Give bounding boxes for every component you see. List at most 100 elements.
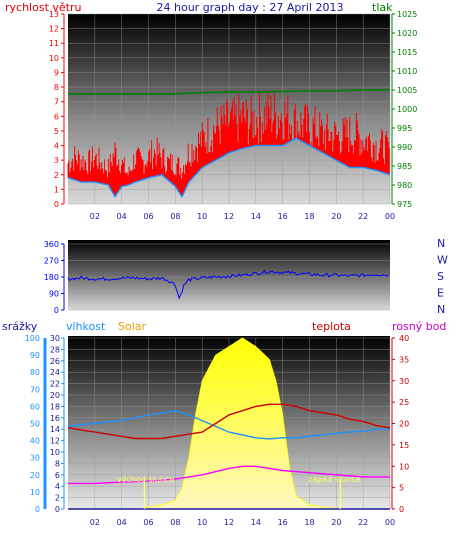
- temperature-line: [67, 403, 391, 440]
- tick-label: 5: [399, 484, 404, 493]
- x-tick-label: 10: [197, 518, 207, 527]
- pressure-axis: 975 980 985 990 995 1000 1005 1010 1015 1020 1025: [391, 10, 417, 209]
- compass-label: N: [437, 303, 445, 316]
- tick-label: 25: [399, 398, 409, 407]
- tick-label: 0: [54, 306, 59, 315]
- tick-label: 3: [54, 156, 59, 165]
- sunrise-label: východ slunce: [117, 475, 174, 484]
- tick-label: 60: [30, 402, 40, 411]
- temperature-axis-title: teplota: [312, 320, 351, 333]
- tick-label: 985: [397, 162, 412, 171]
- tick-label: 70: [30, 385, 40, 394]
- x-tick-label: 14: [251, 212, 261, 221]
- tick-label: 24: [50, 368, 60, 377]
- wind-average-line: [67, 137, 391, 199]
- tick-label: 6: [55, 471, 60, 480]
- tick-label: 1015: [397, 48, 417, 57]
- tick-label: 0: [35, 505, 40, 514]
- tick-label: 50: [30, 420, 40, 429]
- x-tick-label: 00: [385, 518, 395, 527]
- tick-label: 22: [50, 380, 60, 389]
- x-tick-label: 18: [304, 212, 314, 221]
- tick-label: 30: [50, 334, 60, 343]
- x-tick-label: 22: [358, 212, 368, 221]
- tick-label: 12: [49, 25, 59, 34]
- tick-label: 10: [49, 54, 59, 63]
- weather-series: [67, 337, 391, 510]
- tick-label: 6: [54, 112, 59, 121]
- x-tick-label: 16: [278, 212, 288, 221]
- rain-axis-title: srážky: [2, 320, 38, 333]
- tick-label: 28: [50, 345, 60, 354]
- wind-axis-title: rychlost větru: [5, 1, 81, 14]
- tick-label: 16: [50, 414, 60, 423]
- tick-label: 35: [399, 355, 409, 364]
- tick-label: 40: [399, 334, 409, 343]
- pressure-axis-title: tlak: [372, 1, 393, 14]
- tick-label: 0: [54, 200, 59, 209]
- tick-label: 4: [54, 142, 59, 151]
- tick-label: 20: [50, 391, 60, 400]
- tick-label: 8: [54, 83, 59, 92]
- time-axis-top: 02 04 06 08 10 12 14 16 18 20 22 00: [90, 212, 395, 221]
- x-tick-label: 02: [90, 212, 100, 221]
- chart-title: 24 hour graph day : 27 April 2013: [157, 1, 344, 14]
- tick-label: 7: [54, 98, 59, 107]
- tick-label: 20: [399, 420, 409, 429]
- tick-label: 10: [30, 488, 40, 497]
- tick-label: 30: [399, 377, 409, 386]
- tick-label: 2: [54, 171, 59, 180]
- tick-label: 80: [30, 368, 40, 377]
- wind-direction-line: [67, 269, 389, 300]
- tick-label: 15: [399, 441, 409, 450]
- tick-label: 18: [50, 402, 60, 411]
- tick-label: 1010: [397, 67, 417, 76]
- x-tick-label: 08: [170, 518, 180, 527]
- tick-label: 20: [30, 471, 40, 480]
- tick-label: 975: [397, 200, 412, 209]
- x-tick-label: 10: [197, 212, 207, 221]
- tick-label: 1005: [397, 86, 417, 95]
- time-axis-bottom: 02 04 06 08 10 12 14 16 18 20 22 00: [90, 518, 395, 527]
- x-tick-label: 14: [251, 518, 261, 527]
- x-tick-label: 12: [224, 212, 234, 221]
- tick-label: 100: [25, 334, 40, 343]
- wind-direction-series: [67, 269, 389, 300]
- tick-label: 0: [399, 505, 404, 514]
- tick-label: 1025: [397, 10, 417, 19]
- x-tick-label: 00: [385, 212, 395, 221]
- x-tick-label: 02: [90, 518, 100, 527]
- tick-label: 360: [44, 240, 59, 249]
- tick-label: 14: [50, 425, 60, 434]
- dewpoint-axis-title: rosný bod: [392, 320, 446, 333]
- x-tick-label: 06: [143, 518, 153, 527]
- tick-label: 12: [50, 437, 60, 446]
- compass-label: W: [437, 254, 448, 267]
- tick-label: 180: [44, 273, 59, 282]
- tick-label: 10: [399, 462, 409, 471]
- tick-label: 11: [49, 39, 59, 48]
- tick-label: 9: [54, 68, 59, 77]
- tick-label: 13: [49, 10, 59, 19]
- wind-speed-line: [67, 90, 390, 197]
- pressure-line: [68, 89, 390, 95]
- compass-label: S: [437, 270, 444, 283]
- wind-direction-plot-area: [68, 240, 390, 310]
- humidity-axis-title: vlhkost: [66, 320, 106, 333]
- compass-label: E: [437, 287, 444, 300]
- humidity-line: [67, 410, 390, 440]
- tick-label: 1020: [397, 29, 417, 38]
- tick-label: 90: [49, 290, 59, 299]
- x-tick-label: 18: [304, 518, 314, 527]
- tick-label: 0: [55, 505, 60, 514]
- tick-label: 980: [397, 181, 412, 190]
- tick-label: 90: [30, 351, 40, 360]
- tick-label: 2: [55, 494, 60, 503]
- compass-label: N: [437, 237, 445, 250]
- x-tick-label: 22: [358, 518, 368, 527]
- solar-area: [142, 337, 341, 510]
- tick-label: 8: [55, 459, 60, 468]
